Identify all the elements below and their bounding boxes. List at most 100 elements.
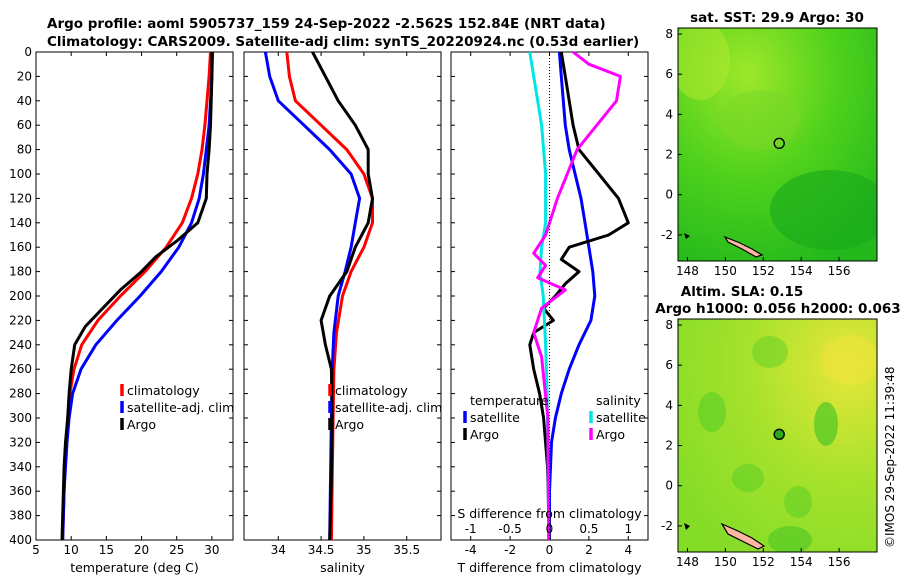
- y-tick-label: 240: [9, 338, 32, 352]
- legend-label: Argo: [470, 427, 499, 442]
- title-line-2: Climatology: CARS2009. Satellite-adj cli…: [47, 34, 639, 50]
- x-tick-label: 150: [714, 555, 737, 569]
- y-tick-label: 180: [9, 265, 32, 279]
- x-tick-label: 154: [790, 264, 813, 278]
- x-tick-label: -2: [504, 543, 516, 557]
- salinity-panel: 34 34.5 35 35.5 salinity climatology satellite…: [243, 51, 442, 575]
- y-tick-label: 4: [665, 107, 673, 121]
- series-line-climatology: [285, 51, 374, 541]
- legend-label: Argo: [127, 417, 156, 432]
- coastline-island: [720, 522, 766, 550]
- legend-label: satellite: [470, 410, 520, 425]
- x-tick-label: 148: [676, 555, 699, 569]
- y-tick-label: 2: [665, 439, 673, 453]
- x-tick-label: 4: [624, 543, 632, 557]
- y-tick-label: 2: [665, 148, 673, 162]
- x-tick-label: 10: [64, 543, 79, 557]
- y-tick-label: 120: [9, 191, 32, 205]
- x-tick-label: 150: [714, 264, 737, 278]
- x-tick-label: 152: [752, 264, 775, 278]
- y-tick-label: 360: [9, 484, 32, 498]
- y-tick-label: -2: [661, 519, 673, 533]
- x-tick-label: 0: [546, 543, 554, 557]
- y-tick-label: 260: [9, 362, 32, 376]
- sst-map-title: sat. SST: 29.9 Argo: 30: [690, 10, 864, 26]
- temperature-panel: 0 20 40 60 80 100 120 140 160 180 200 220 240 260 280 3…: [9, 45, 234, 575]
- x2-tick-label: -1: [465, 522, 477, 536]
- series-line-satellite-adj-clim: [263, 51, 362, 541]
- x-tick-label: 5: [32, 543, 40, 557]
- x-tick-label: 156: [828, 264, 851, 278]
- x-tick-label: 148: [676, 264, 699, 278]
- legend-label: Argo: [596, 427, 625, 442]
- legend-label: Argo: [335, 417, 364, 432]
- x2-tick-label: 0.5: [579, 522, 598, 536]
- x-tick-label: 2: [585, 543, 593, 557]
- legend-title-temperature: temperature: [470, 393, 549, 408]
- x-tick-label: 35: [356, 543, 371, 557]
- x-tick-label: 34.5: [308, 543, 335, 557]
- title-line-1: Argo profile: aoml 5905737_159 24-Sep-20…: [47, 16, 606, 32]
- argo-location-marker: [773, 428, 785, 440]
- series-line-t-satellite: [548, 51, 597, 540]
- y-tick-label: 4: [665, 398, 673, 412]
- legend-label: satellite-adj. clim: [127, 400, 234, 415]
- x-tick-label: 34: [271, 543, 286, 557]
- y-tick-label: 200: [9, 289, 32, 303]
- y-tick-label: 0: [665, 188, 673, 202]
- x2-tick-label: -0.5: [498, 522, 521, 536]
- sla-map-title: Altim. SLA: 0.15: [681, 284, 803, 300]
- y-tick-label: 0: [24, 45, 32, 59]
- sst-map-texture: [678, 28, 877, 258]
- y-tick-label: 0: [665, 479, 673, 493]
- y-tick-label: 380: [9, 509, 32, 523]
- x2-axis-label: S difference from climatology: [457, 506, 642, 521]
- series-line-argo: [60, 52, 214, 541]
- y-tick-label: 320: [9, 435, 32, 449]
- y-tick-label: 100: [9, 167, 32, 181]
- imos-credit: ©IMOS 29-Sep-2022 11:39:48: [883, 366, 897, 548]
- y-tick-label: 400: [9, 533, 32, 547]
- series-line-t-argo: [528, 51, 630, 541]
- legend-label: climatology: [127, 383, 200, 398]
- y-tick-label: 340: [9, 460, 32, 474]
- y-tick-label: 300: [9, 411, 32, 425]
- x2-tick-label: 0: [546, 522, 554, 536]
- y-tick-label: 60: [17, 118, 32, 132]
- y-tick-label: 8: [665, 318, 673, 332]
- x-tick-label: 156: [828, 555, 851, 569]
- y-tick-label: -2: [661, 228, 673, 242]
- x-tick-label: 152: [752, 555, 775, 569]
- difference-panel: -4 -2 0 2 4 T difference from climatology temp…: [450, 50, 649, 575]
- series-line-climatology: [61, 51, 212, 541]
- y-tick-label: 6: [665, 67, 673, 81]
- x-axis-label: salinity: [320, 560, 365, 575]
- x-tick-label: 154: [790, 555, 813, 569]
- series-line-satellite-adj-clim: [61, 51, 215, 541]
- sla-map-texture: [684, 335, 877, 552]
- y-tick-label: 6: [665, 358, 673, 372]
- legend-label: satellite: [596, 410, 646, 425]
- y-tick-label: 20: [17, 69, 32, 83]
- legend-label: climatology: [335, 383, 408, 398]
- x-tick-label: 15: [99, 543, 114, 557]
- y-tick-label: 280: [9, 387, 32, 401]
- y-tick-label: 40: [17, 94, 32, 108]
- sst-map-panel: sat. SST: 29.9 Argo: 30 148 150 152 154 156 -…: [661, 10, 878, 278]
- y-tick-label: 220: [9, 313, 32, 327]
- x2-tick-label: 1: [624, 522, 632, 536]
- y-tick-label: 140: [9, 216, 32, 230]
- x-tick-label: 30: [204, 543, 219, 557]
- series-line-s-satellite: [528, 51, 551, 541]
- sla-map-subtitle: Argo h1000: 0.056 h2000: 0.063: [655, 301, 900, 317]
- series-line-s-argo: [532, 50, 622, 541]
- x-tick-label: -4: [465, 543, 477, 557]
- x-tick-label: 20: [134, 543, 149, 557]
- x-tick-label: 35.5: [393, 543, 420, 557]
- x-axis-label: temperature (deg C): [70, 560, 199, 575]
- legend-label: satellite-adj. clim: [335, 400, 442, 415]
- x-tick-label: 25: [169, 543, 184, 557]
- y-tick-label: 160: [9, 240, 32, 254]
- coastline-island: [723, 235, 764, 258]
